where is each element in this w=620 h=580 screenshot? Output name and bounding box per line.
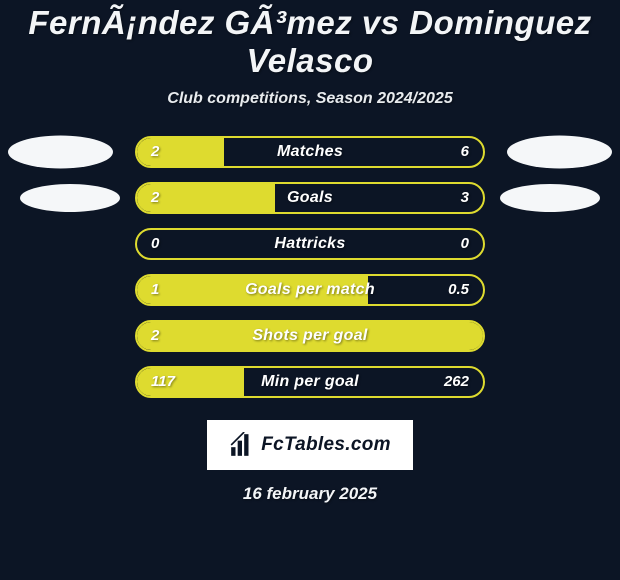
stat-row: 26Matches (0, 136, 620, 168)
stat-bar-track: 23Goals (135, 182, 485, 214)
stat-row: 2Shots per goal (0, 320, 620, 352)
stat-row: 10.5Goals per match (0, 274, 620, 306)
bar-chart-icon (229, 432, 255, 458)
infographic-date: 16 february 2025 (0, 484, 620, 504)
stat-label: Shots per goal (137, 322, 483, 350)
team-logo-left (8, 135, 113, 168)
stat-label: Goals (137, 184, 483, 212)
branding-text: FcTables.com (261, 434, 391, 456)
stat-bar-track: 117262Min per goal (135, 366, 485, 398)
stat-bar-track: 26Matches (135, 136, 485, 168)
branding-badge: FcTables.com (207, 420, 413, 470)
comparison-infographic: FernÃ¡ndez GÃ³mez vs Dominguez Velasco C… (0, 0, 620, 580)
page-subtitle: Club competitions, Season 2024/2025 (0, 90, 620, 108)
stat-label: Goals per match (137, 276, 483, 304)
stat-label: Hattricks (137, 230, 483, 258)
page-title: FernÃ¡ndez GÃ³mez vs Dominguez Velasco (8, 4, 612, 80)
stat-row: 00Hattricks (0, 228, 620, 260)
team-logo-right (507, 135, 612, 168)
team-logo-left (20, 184, 120, 212)
stat-bar-track: 2Shots per goal (135, 320, 485, 352)
team-logo-right (500, 184, 600, 212)
stat-label: Matches (137, 138, 483, 166)
stat-bar-track: 00Hattricks (135, 228, 485, 260)
stat-bar-track: 10.5Goals per match (135, 274, 485, 306)
stat-row: 23Goals (0, 182, 620, 214)
stat-row: 117262Min per goal (0, 366, 620, 398)
stats-list: 26Matches 23Goals 00Hattricks 10.5Goals per… (0, 136, 620, 398)
stat-label: Min per goal (137, 368, 483, 396)
